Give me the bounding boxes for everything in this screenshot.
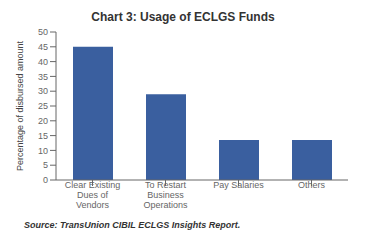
svg-text:20: 20 (38, 116, 48, 126)
svg-text:40: 40 (38, 57, 48, 67)
svg-text:25: 25 (38, 101, 48, 111)
svg-text:Percentage of disbursed amount: Percentage of disbursed amount (15, 40, 25, 171)
svg-text:45: 45 (38, 42, 48, 52)
svg-text:0: 0 (43, 175, 48, 185)
svg-text:35: 35 (38, 72, 48, 82)
html-text:Chart 3: Usage of ECLGS Funds: Chart 3: Usage of ECLGS Funds (91, 10, 275, 24)
html-text:Source: TransUnion CIBIL ECLGS: Source: TransUnion CIBIL ECLGS Insights … (24, 220, 241, 230)
svg-text:10: 10 (38, 146, 48, 156)
svg-text:Clear ExistingDues ofVendors: Clear ExistingDues ofVendors (65, 180, 121, 210)
svg-text:Others: Others (298, 180, 326, 190)
svg-text:5: 5 (43, 160, 48, 170)
svg-text:To RestartBusinessOperations: To RestartBusinessOperations (143, 180, 188, 210)
svg-text:Pay Salaries: Pay Salaries (213, 180, 264, 190)
svg-text:15: 15 (38, 131, 48, 141)
svg-text:30: 30 (38, 86, 48, 96)
svg-text:50: 50 (38, 27, 48, 37)
